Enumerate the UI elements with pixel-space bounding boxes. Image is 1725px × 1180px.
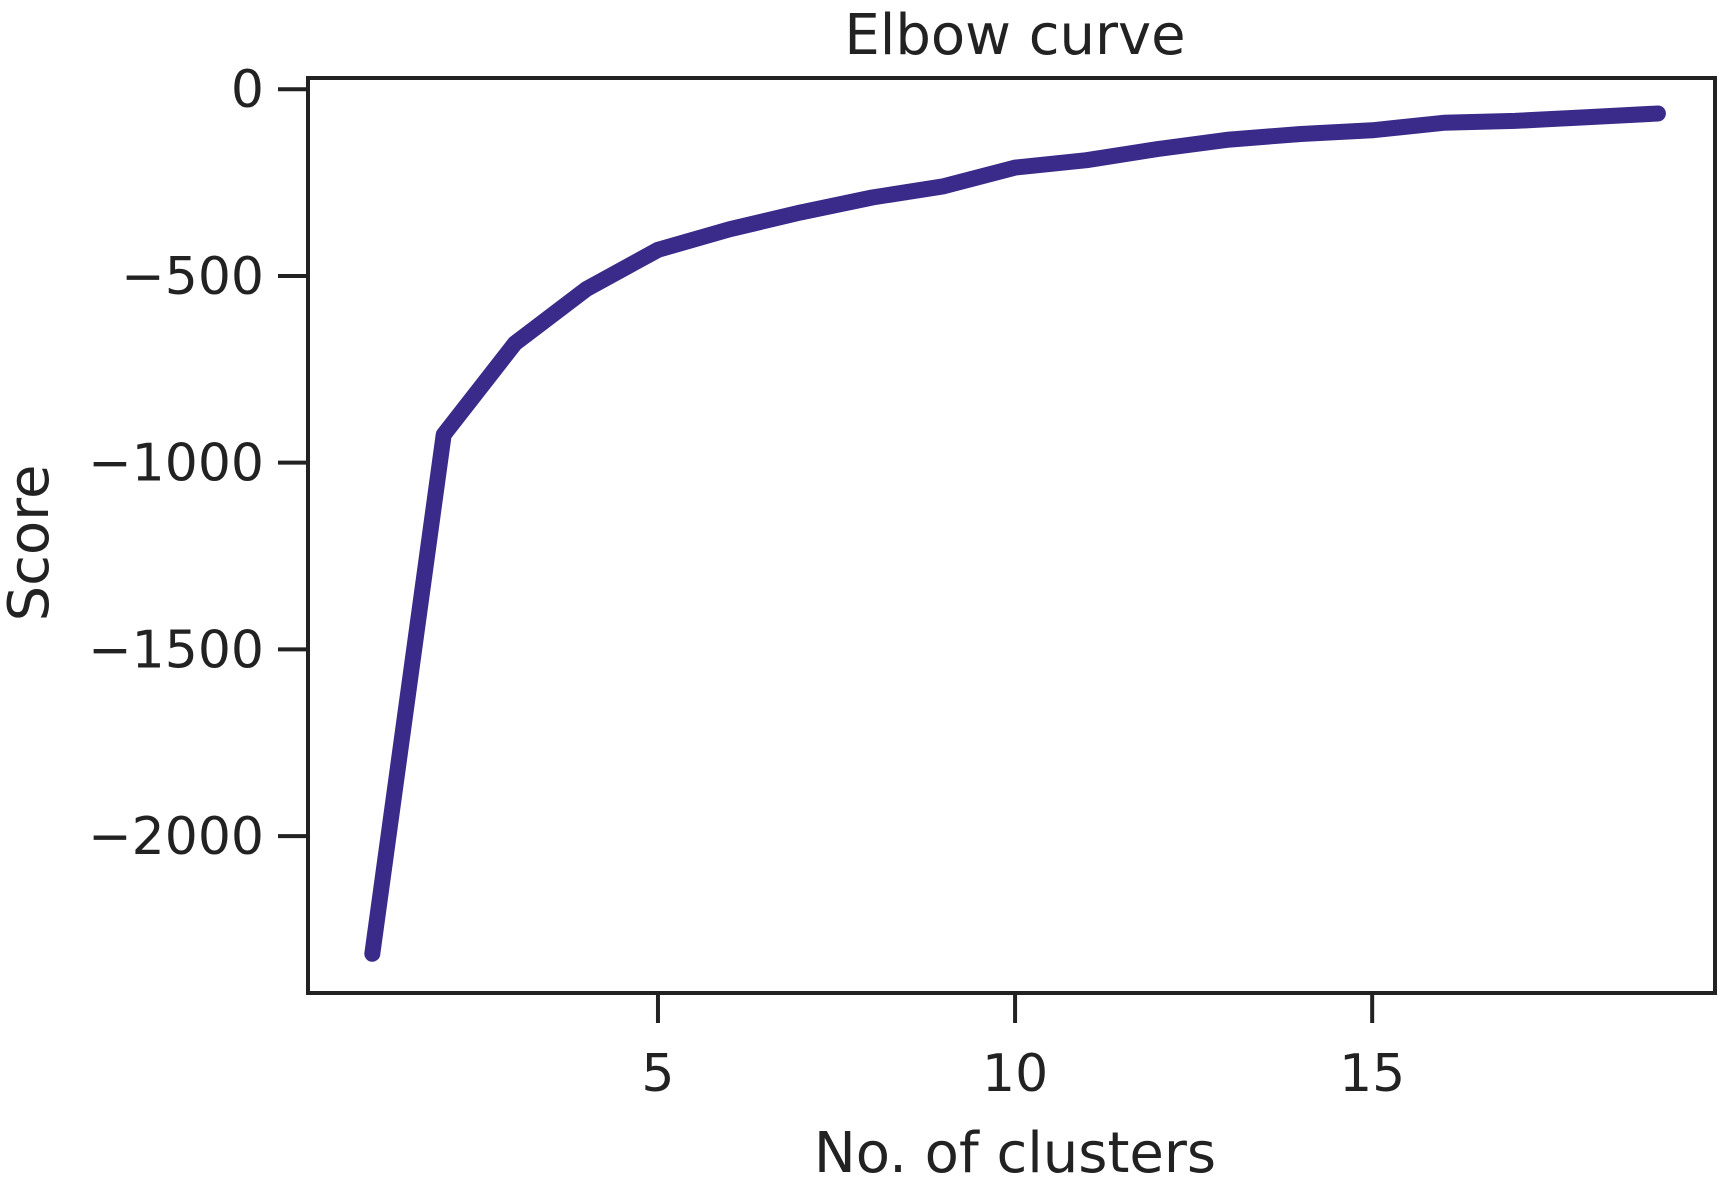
y-tick-label: 0 — [231, 60, 264, 120]
x-tick-label: 10 — [982, 1044, 1048, 1104]
x-axis-label: No. of clusters — [814, 1121, 1216, 1180]
x-axis-ticks: 5 10 15 — [641, 993, 1405, 1104]
chart-title: Elbow curve — [844, 3, 1185, 68]
y-tick-label: −500 — [121, 247, 264, 307]
x-tick-label: 15 — [1339, 1044, 1405, 1104]
y-tick-label: −1500 — [88, 620, 264, 680]
plot-frame — [306, 76, 1717, 995]
y-tick-label: −2000 — [88, 807, 264, 867]
y-axis-label: Score — [0, 465, 62, 622]
x-tick-label: 5 — [641, 1044, 674, 1104]
y-tick-label: −1000 — [88, 434, 264, 494]
y-axis-ticks: 0 −500 −1000 −1500 −2000 — [88, 60, 308, 867]
series-line-score — [364, 105, 1666, 962]
